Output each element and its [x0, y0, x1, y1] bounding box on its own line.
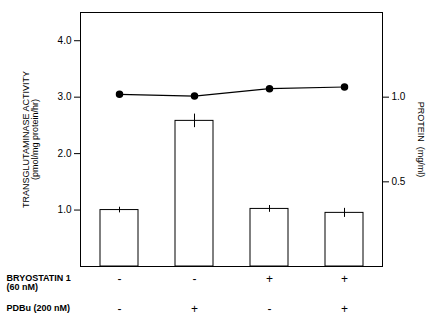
svg-text:-: -	[193, 272, 197, 286]
svg-text:-: -	[268, 302, 272, 316]
svg-text:2.0: 2.0	[58, 148, 72, 159]
svg-text:1.0: 1.0	[392, 91, 406, 102]
svg-text:BRYOSTATIN 1(60 nM): BRYOSTATIN 1(60 nM)	[7, 273, 71, 292]
svg-text:+: +	[191, 302, 198, 316]
svg-text:PROTEIN (mg/ml): PROTEIN (mg/ml)	[416, 102, 426, 178]
svg-text:-: -	[118, 302, 122, 316]
svg-text:0.5: 0.5	[392, 176, 406, 187]
svg-text:TRANSGLUTAMINASE ACTIVITY(pmol: TRANSGLUTAMINASE ACTIVITY(pmol/mg protei…	[21, 71, 40, 208]
svg-text:-: -	[118, 272, 122, 286]
svg-text:+: +	[266, 272, 273, 286]
svg-text:+: +	[341, 302, 348, 316]
svg-text:PDBu (200 nM): PDBu (200 nM)	[7, 303, 71, 313]
svg-text:4.0: 4.0	[58, 35, 72, 46]
svg-text:+: +	[341, 272, 348, 286]
svg-text:3.0: 3.0	[58, 91, 72, 102]
svg-text:1.0: 1.0	[58, 204, 72, 215]
